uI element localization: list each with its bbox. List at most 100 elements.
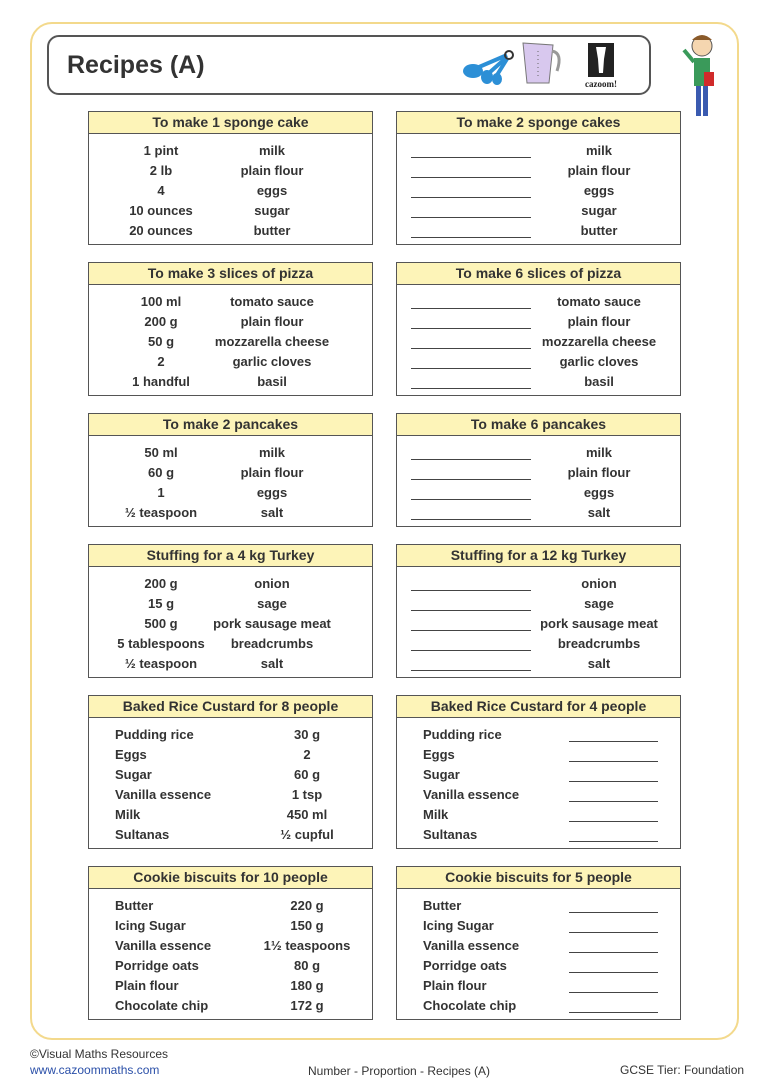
recipe-body: Pudding rice Eggs Sugar Vanilla essence Milk… [397,718,680,848]
answer-blank[interactable] [569,781,658,782]
recipe-heading: To make 2 sponge cakes [397,112,680,134]
ingredient-row: basil [397,371,680,391]
ingredient-row: Porridge oats [397,955,680,975]
ingredient-name: milk [585,445,613,460]
ingredient-row: salt [397,653,680,673]
ingredient-name: Porridge oats [115,958,199,973]
ingredient-quantity: 500 g [144,616,178,631]
ingredient-name: plain flour [240,314,304,329]
ingredient-quantity: 1 handful [132,374,190,389]
answer-blank[interactable] [411,308,531,309]
answer-blank[interactable] [569,801,658,802]
ingredient-name: butter [580,223,618,238]
ingredient-row: Plain flour [397,975,680,995]
ingredient-name: sugar [254,203,290,218]
answer-blank[interactable] [411,368,531,369]
answer-blank[interactable] [569,741,658,742]
recipe-box-right: To make 6 slices of pizza tomato sauce pla… [396,262,681,396]
ingredient-row: 30 g Pudding rice [89,724,372,744]
ingredient-name: garlic cloves [232,354,312,369]
answer-blank[interactable] [411,670,531,671]
ingredient-row: ½ cupful Sultanas [89,824,372,844]
ingredient-row: 15 g sage [89,593,372,613]
answer-blank[interactable] [569,1012,658,1013]
ingredient-name: milk [258,143,286,158]
ingredient-name: butter [253,223,291,238]
ingredient-row: 80 g Porridge oats [89,955,372,975]
ingredient-name: Vanilla essence [115,787,212,802]
answer-blank[interactable] [411,630,531,631]
ingredient-row: Icing Sugar [397,915,680,935]
recipe-box-right: Stuffing for a 12 kg Turkey onion sage pork… [396,544,681,678]
ingredient-row: plain flour [397,462,680,482]
ingredient-row: 100 ml tomato sauce [89,291,372,311]
recipe-heading: To make 1 sponge cake [89,112,372,134]
answer-blank[interactable] [569,841,658,842]
ingredient-name: Vanilla essence [423,787,520,802]
answer-blank[interactable] [411,348,531,349]
answer-blank[interactable] [569,972,658,973]
answer-blank[interactable] [411,610,531,611]
answer-blank[interactable] [569,992,658,993]
ingredient-quantity: 2 [303,747,311,762]
answer-blank[interactable] [411,328,531,329]
ingredient-row: mozzarella cheese [397,331,680,351]
recipe-body: 100 ml tomato sauce 200 g plain flour 50 g mo… [89,285,372,395]
answer-blank[interactable] [411,590,531,591]
answer-blank[interactable] [411,499,531,500]
ingredient-row: Butter [397,895,680,915]
answer-blank[interactable] [411,519,531,520]
answer-blank[interactable] [411,459,531,460]
ingredient-name: garlic cloves [559,354,639,369]
ingredient-name: plain flour [240,163,304,178]
answer-blank[interactable] [569,932,658,933]
answer-blank[interactable] [411,177,531,178]
answer-blank[interactable] [411,237,531,238]
answer-blank[interactable] [569,952,658,953]
ingredient-name: salt [260,656,284,671]
ingredient-row: 2 garlic cloves [89,351,372,371]
ingredient-name: onion [581,576,617,591]
copyright: ©Visual Maths Resources [30,1047,169,1061]
ingredient-name: Sultanas [115,827,170,842]
ingredient-row: 1 handful basil [89,371,372,391]
ingredient-name: milk [258,445,286,460]
answer-blank[interactable] [411,479,531,480]
ingredient-row: plain flour [397,160,680,180]
answer-blank[interactable] [569,912,658,913]
answer-blank[interactable] [411,388,531,389]
recipe-body: 50 ml milk 60 g plain flour 1 eggs ½ teaspoon s… [89,436,372,526]
measuring-jug-icon [522,42,561,84]
ingredient-name: eggs [583,485,615,500]
ingredient-name: Chocolate chip [423,998,517,1013]
recipe-box-left: To make 3 slices of pizza 100 ml tomato sa… [88,262,373,396]
ingredient-row: garlic cloves [397,351,680,371]
ingredient-name: plain flour [240,465,304,480]
ingredient-name: pork sausage meat [540,616,658,631]
website-link[interactable]: www.cazoommaths.com [30,1063,160,1077]
ingredient-quantity: 172 g [290,998,324,1013]
ingredient-name: salt [587,505,611,520]
ingredient-row: 1½ teaspoons Vanilla essence [89,935,372,955]
answer-blank[interactable] [411,217,531,218]
answer-blank[interactable] [569,761,658,762]
ingredient-name: sage [584,596,614,611]
answer-blank[interactable] [411,157,531,158]
ingredient-row: 50 ml milk [89,442,372,462]
ingredient-row: Pudding rice [397,724,680,744]
title-banner: Recipes (A) cazoom! [47,35,651,95]
ingredient-quantity: 1 pint [143,143,179,158]
ingredient-quantity: 30 g [293,727,321,742]
ingredient-name: Vanilla essence [115,938,212,953]
recipe-heading: Stuffing for a 4 kg Turkey [89,545,372,567]
recipe-body: 1 pint milk 2 lb plain flour 4 eggs 10 ounces s… [89,134,372,244]
ingredient-row: 60 g Sugar [89,764,372,784]
answer-blank[interactable] [411,650,531,651]
ingredient-name: Plain flour [115,978,179,993]
answer-blank[interactable] [569,821,658,822]
ingredient-name: Icing Sugar [423,918,494,933]
ingredient-row: 1 eggs [89,482,372,502]
answer-blank[interactable] [411,197,531,198]
recipe-heading: Stuffing for a 12 kg Turkey [397,545,680,567]
ingredient-name: breadcrumbs [557,636,641,651]
